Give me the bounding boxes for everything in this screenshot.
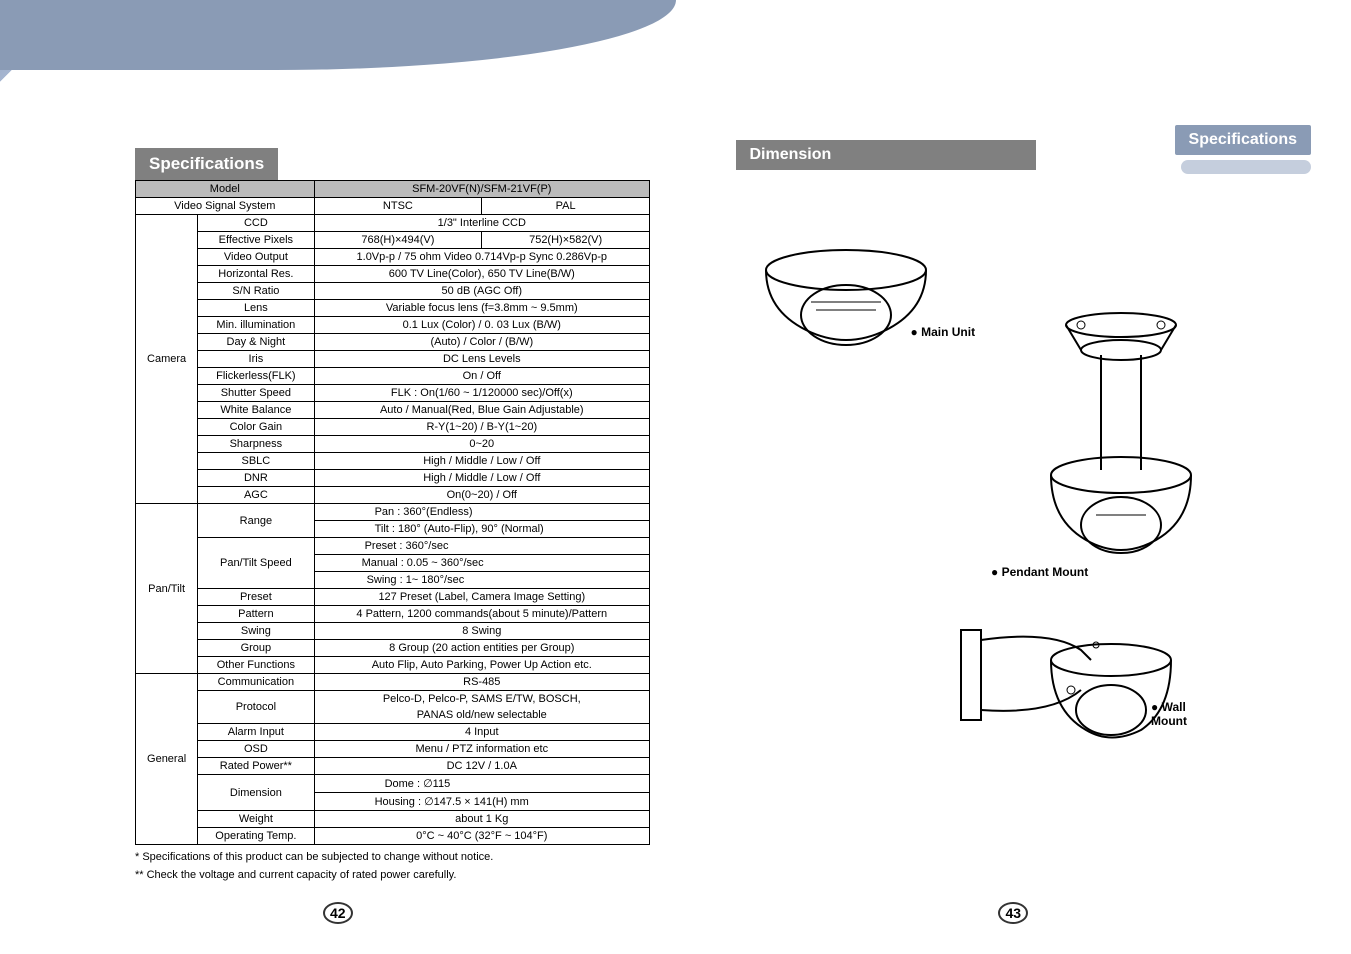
page-number-left: 42 [323, 902, 353, 924]
vss-ntsc: NTSC [314, 198, 482, 215]
vss-label: Video Signal System [136, 198, 315, 215]
spec-key: Pattern [198, 606, 314, 623]
page-title: SFM-20VF(N) / SFM-21VF(P) [160, 90, 626, 118]
spec-val: Pelco-D, Pelco-P, SAMS E/TW, BOSCH, [314, 691, 649, 708]
spec-val: about 1 Kg [314, 811, 649, 828]
spec-val: Preset : 360°/sec [314, 538, 649, 555]
spec-key: CCD [198, 215, 314, 232]
spec-val: Manual : 0.05 ~ 360°/sec [314, 555, 649, 572]
spec-val: RS-485 [314, 674, 649, 691]
spec-key: Flickerless(FLK) [198, 368, 314, 385]
spec-val: On / Off [314, 368, 649, 385]
spec-key: Operating Temp. [198, 828, 314, 845]
pantilt-cat: Pan/Tilt [136, 504, 198, 674]
left-page: SFM-20VF(N) / SFM-21VF(P) Specifications… [0, 0, 676, 954]
spec-key: Preset [198, 589, 314, 606]
spec-key: AGC [198, 487, 314, 504]
spec-key: Pan/Tilt Speed [198, 538, 314, 589]
spec-key: Sharpness [198, 436, 314, 453]
spec-val: Menu / PTZ information etc [314, 741, 649, 758]
model-label: Model [136, 181, 315, 198]
spec-val: PANAS old/new selectable [314, 707, 649, 724]
page-number-right: 43 [998, 902, 1028, 924]
spec-val: Auto / Manual(Red, Blue Gain Adjustable) [314, 402, 649, 419]
spec-key: Iris [198, 351, 314, 368]
right-spec-badge: Specifications [1175, 125, 1311, 155]
spec-key: Other Functions [198, 657, 314, 674]
wall-icon [931, 590, 1211, 760]
pendant-mount-diagram: ● Pendant Mount [1011, 310, 1231, 595]
spec-key: Range [198, 504, 314, 538]
spec-val: High / Middle / Low / Off [314, 453, 649, 470]
spec-key: Alarm Input [198, 724, 314, 741]
spec-val: 1.0Vp-p / 75 ohm Video 0.714Vp-p Sync 0.… [314, 249, 649, 266]
spec-val: 8 Swing [314, 623, 649, 640]
spec-val: 752(H)×582(V) [482, 232, 650, 249]
spec-val: 0.1 Lux (Color) / 0. 03 Lux (B/W) [314, 317, 649, 334]
spec-val: R-Y(1~20) / B-Y(1~20) [314, 419, 649, 436]
footnote-1: * Specifications of this product can be … [135, 851, 626, 863]
footnote-2: ** Check the voltage and current capacit… [135, 869, 626, 881]
spec-key: Swing [198, 623, 314, 640]
spec-key: Horizontal Res. [198, 266, 314, 283]
spec-val: Auto Flip, Auto Parking, Power Up Action… [314, 657, 649, 674]
right-corner-bar [1311, 554, 1351, 954]
spec-key: DNR [198, 470, 314, 487]
model-value: SFM-20VF(N)/SFM-21VF(P) [314, 181, 649, 198]
general-cat: General [136, 674, 198, 845]
spec-val: 600 TV Line(Color), 650 TV Line(B/W) [314, 266, 649, 283]
main-unit-diagram: ● Main Unit [756, 230, 976, 375]
dome-main-icon [756, 230, 976, 370]
spec-val: 1/3" Interline CCD [314, 215, 649, 232]
spec-val: 8 Group (20 action entities per Group) [314, 640, 649, 657]
spec-val: 0~20 [314, 436, 649, 453]
spec-val: On(0~20) / Off [314, 487, 649, 504]
wall-label: Wall Mount [1151, 700, 1187, 728]
spec-table: ModelSFM-20VF(N)/SFM-21VF(P) Video Signa… [135, 180, 650, 845]
spec-key: OSD [198, 741, 314, 758]
spec-key: Shutter Speed [198, 385, 314, 402]
spec-key: Protocol [198, 691, 314, 724]
spec-val: High / Middle / Low / Off [314, 470, 649, 487]
spec-val: Housing : ∅147.5 × 141(H) mm [314, 793, 649, 811]
spec-key: White Balance [198, 402, 314, 419]
spec-val: DC Lens Levels [314, 351, 649, 368]
spec-val: 0°C ~ 40°C (32°F ~ 104°F) [314, 828, 649, 845]
spec-key: Min. illumination [198, 317, 314, 334]
spec-val: 127 Preset (Label, Camera Image Setting) [314, 589, 649, 606]
spec-val: Swing : 1~ 180°/sec [314, 572, 649, 589]
spec-key: Rated Power** [198, 758, 314, 775]
spec-val: Tilt : 180° (Auto-Flip), 90° (Normal) [314, 521, 649, 538]
spec-val: 50 dB (AGC Off) [314, 283, 649, 300]
wall-mount-diagram: ● Wall Mount [931, 590, 1211, 765]
spec-key: Effective Pixels [198, 232, 314, 249]
spec-val: 4 Pattern, 1200 commands(about 5 minute)… [314, 606, 649, 623]
spec-key: S/N Ratio [198, 283, 314, 300]
spec-key: Weight [198, 811, 314, 828]
spec-val: Pan : 360°(Endless) [314, 504, 649, 521]
spec-val: FLK : On(1/60 ~ 1/120000 sec)/Off(x) [314, 385, 649, 402]
spec-header: Specifications [135, 148, 278, 180]
spec-val: Variable focus lens (f=3.8mm ~ 9.5mm) [314, 300, 649, 317]
spec-key: Color Gain [198, 419, 314, 436]
spec-key: Communication [198, 674, 314, 691]
camera-cat: Camera [136, 215, 198, 504]
spec-val: Dome : ∅115 [314, 775, 649, 793]
main-unit-label: Main Unit [921, 325, 975, 339]
spec-key: Group [198, 640, 314, 657]
spec-key: Lens [198, 300, 314, 317]
spec-key: Day & Night [198, 334, 314, 351]
spec-val: (Auto) / Color / (B/W) [314, 334, 649, 351]
spec-val: DC 12V / 1.0A [314, 758, 649, 775]
dimension-header: Dimension [736, 140, 1036, 170]
vss-pal: PAL [482, 198, 650, 215]
spec-val: 4 Input [314, 724, 649, 741]
pendant-icon [1011, 310, 1231, 590]
spec-key: Video Output [198, 249, 314, 266]
spec-key: Dimension [198, 775, 314, 811]
spec-key: SBLC [198, 453, 314, 470]
spec-val: 768(H)×494(V) [314, 232, 482, 249]
right-page: Specifications Dimension ● Main Unit [676, 0, 1351, 954]
pendant-label: Pendant Mount [1002, 565, 1089, 579]
